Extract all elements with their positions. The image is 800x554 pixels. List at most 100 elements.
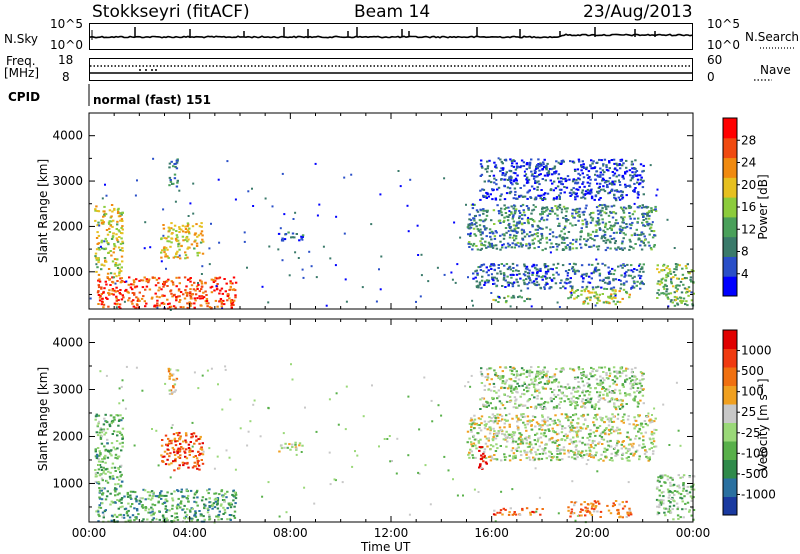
heatmap-cell [232,489,235,492]
heatmap-cell [185,489,188,492]
heatmap-cell [604,264,607,267]
heatmap-cell [495,285,498,288]
heatmap-cell [97,303,100,305]
heatmap-cell [649,226,653,229]
heatmap-cell [676,284,679,287]
heatmap-cell [629,174,632,177]
heatmap-cell [664,279,668,282]
heatmap-cell [490,230,494,233]
heatmap-cell [548,287,551,290]
heatmap-cell [170,160,173,163]
heatmap-cell [521,195,525,198]
heatmap-cell [542,219,546,222]
heatmap-cell [605,394,609,397]
heatmap-cell [132,305,135,308]
heatmap-cell [129,505,132,508]
heatmap-cell [631,221,634,224]
heatmap-cell [514,172,517,175]
heatmap-cell [99,452,102,454]
heatmap-cell [639,244,642,247]
heatmap-cell [190,519,194,522]
heatmap-cell [690,500,693,502]
heatmap-cell [518,215,521,218]
heatmap-cell [645,450,648,453]
heatmap-cell [115,233,118,236]
heatmap-cell [592,160,595,163]
heatmap-cell [494,437,498,440]
heatmap-cell [583,167,586,169]
heatmap-cell [646,212,649,215]
heatmap-cell [100,239,104,242]
heatmap-cell [204,282,207,285]
heatmap-cell [542,161,545,164]
heatmap-cell [179,299,182,301]
heatmap-cell [633,202,636,205]
heatmap-cell [504,173,507,176]
heatmap-cell [540,457,544,460]
heatmap-cell [523,300,526,303]
heatmap-cell [584,207,587,210]
heatmap-cell [122,296,125,299]
heatmap-cell [177,503,180,506]
heatmap-cell [160,444,164,447]
heatmap-cell [599,182,602,185]
heatmap-cell [565,247,568,250]
heatmap-cell [513,396,517,399]
heatmap-cell [532,459,535,462]
heatmap-cell [614,247,617,250]
heatmap-cell [564,207,567,210]
heatmap-cell [675,290,678,293]
heatmap-cell [523,451,527,454]
heatmap-cell [169,439,172,442]
heatmap-cell [176,448,180,451]
heatmap-cell [370,223,373,226]
heatmap-cell [648,214,651,217]
heatmap-cell [520,165,523,168]
heatmap-cell [528,374,531,377]
heatmap-cell [645,416,649,418]
heatmap-cell [671,496,674,499]
heatmap-cell [178,295,181,298]
heatmap-cell [560,385,563,388]
heatmap-cell [494,197,497,200]
heatmap-cell [564,427,567,430]
heatmap-cell [635,424,639,427]
heatmap-cell [204,498,208,501]
heatmap-cell [116,264,119,267]
heatmap-cell [565,413,568,416]
heatmap-cell [590,445,593,448]
heatmap-cell [115,275,118,278]
date-title: 23/Aug/2013 [583,2,693,22]
heatmap-cell [485,214,489,217]
heatmap-cell [618,163,621,165]
heatmap-cell [97,273,101,276]
heatmap-cell [677,492,681,495]
heatmap-cell [564,439,567,442]
heatmap-cell [187,246,190,249]
heatmap-cell [216,288,219,291]
heatmap-cell [300,235,303,238]
heatmap-cell [556,424,559,427]
heatmap-cell [129,519,132,522]
heatmap-cell [221,495,225,498]
heatmap-cell [511,513,514,516]
heatmap-cell [636,181,639,184]
heatmap-cell [135,296,138,299]
heatmap-cell [98,490,102,493]
heatmap-cell [181,235,185,238]
heatmap-cell [132,283,135,286]
heatmap-cell [551,182,554,185]
heatmap-cell [208,518,211,521]
heatmap-cell [175,369,178,372]
heatmap-cell [604,222,608,225]
heatmap-cell [575,247,578,250]
heatmap-cell [520,413,523,416]
heatmap-cell [111,235,115,238]
heatmap-cell [230,304,233,307]
heatmap-cell [284,442,287,445]
heatmap-cell [636,206,639,209]
heatmap-cell [510,372,514,375]
heatmap-cell [548,212,551,215]
heatmap-cell [673,493,676,496]
heatmap-cell [202,515,205,518]
